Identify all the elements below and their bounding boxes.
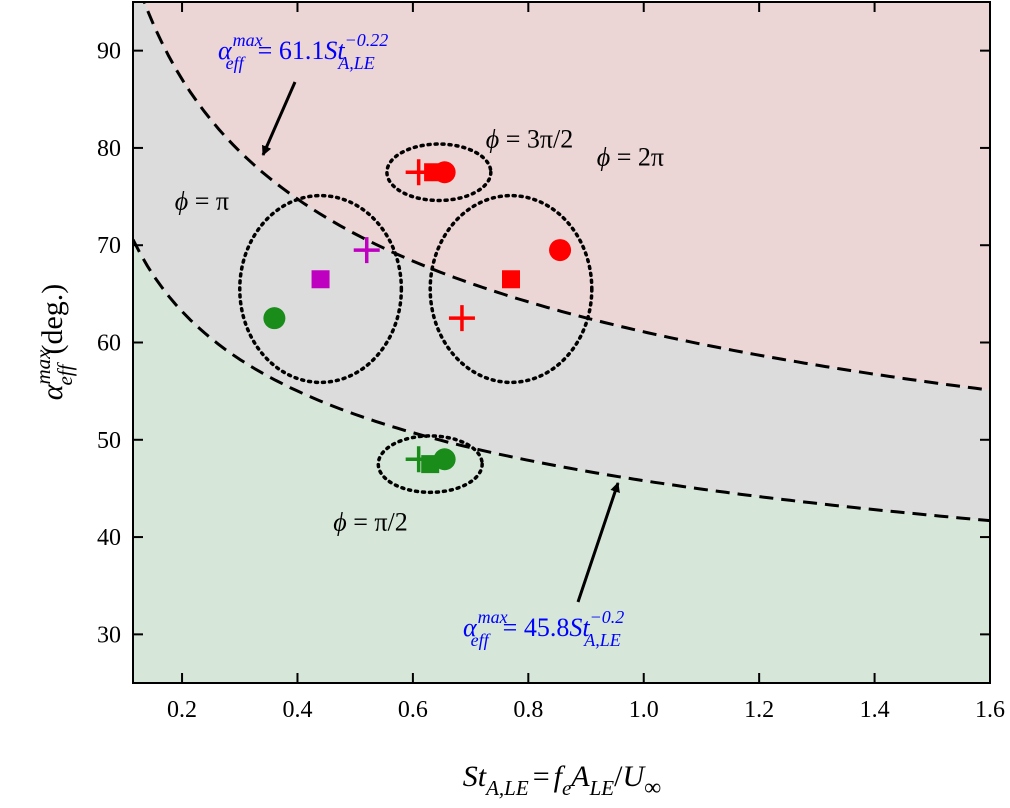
group-label-1: ϕ = π: [175, 187, 229, 216]
x-tick-label: 0.4: [282, 697, 312, 723]
region-layer: [133, 2, 990, 683]
data-point-circle-5: [263, 307, 286, 330]
group-labels: ϕ = 3π/2 ϕ = π ϕ = 2π ϕ = π/2: [175, 124, 664, 536]
y-tick-label: 30: [97, 622, 121, 648]
group-ellipse-1: [238, 193, 404, 385]
lower-fit-curve: [133, 238, 990, 523]
x-tick-label: 1.4: [860, 697, 890, 723]
data-point-plus-3: [353, 237, 380, 264]
x-tick-label: 1.0: [629, 697, 659, 723]
group-ellipse-3: [376, 434, 484, 495]
upper-fit-curve: [142, 2, 990, 392]
data-point-circle-11: [433, 448, 456, 471]
group-label-0: ϕ = 3π/2: [486, 124, 573, 153]
y-tick-label: 80: [97, 136, 121, 162]
lower-curve-equation: αmax eff = 45.8St−0.2 A,LE: [463, 607, 624, 650]
middle-region: [133, 2, 990, 521]
data-point-square-7: [502, 270, 521, 289]
data-point-square-4: [311, 270, 330, 289]
group-label-3: ϕ = π/2: [333, 507, 407, 536]
data-point-circle-6: [549, 239, 572, 262]
group-ellipse-2: [428, 193, 594, 385]
data-point-circle-2: [433, 161, 456, 184]
upper-curve-equation: αmax eff = 61.1St−0.22 A,LE: [218, 30, 388, 73]
x-axis-title: StA,LE = feALE/U∞: [463, 760, 662, 801]
y-axis-title: αmaxeff(deg.): [31, 284, 77, 401]
y-tick-label: 60: [97, 331, 121, 357]
x-tick-label: 0.6: [398, 697, 428, 723]
y-tick-label: 70: [97, 233, 121, 259]
data-point-plus-8: [448, 305, 475, 332]
y-tick-label: 50: [97, 428, 121, 454]
lower-region: [133, 239, 990, 683]
upper-region: [144, 2, 990, 391]
upper-equation-arrow: [261, 81, 297, 156]
x-tick-label: 0.2: [167, 697, 197, 723]
group-ellipse-0: [385, 142, 493, 203]
axis-ticks: 0.2 0.4 0.6 0.8 1.0 1.2 1.4 1.6 30 40 50 60 70 80 90: [97, 2, 1005, 723]
y-tick-label: 40: [97, 525, 121, 551]
lower-equation-arrow: [576, 482, 620, 603]
data-points: [263, 159, 572, 474]
group-label-2: ϕ = 2π: [597, 143, 664, 172]
group-ellipses: [238, 142, 594, 495]
x-tick-label: 1.2: [744, 697, 774, 723]
x-tick-label: 0.8: [513, 697, 543, 723]
y-tick-label: 90: [97, 39, 121, 65]
x-tick-label: 1.6: [975, 697, 1005, 723]
